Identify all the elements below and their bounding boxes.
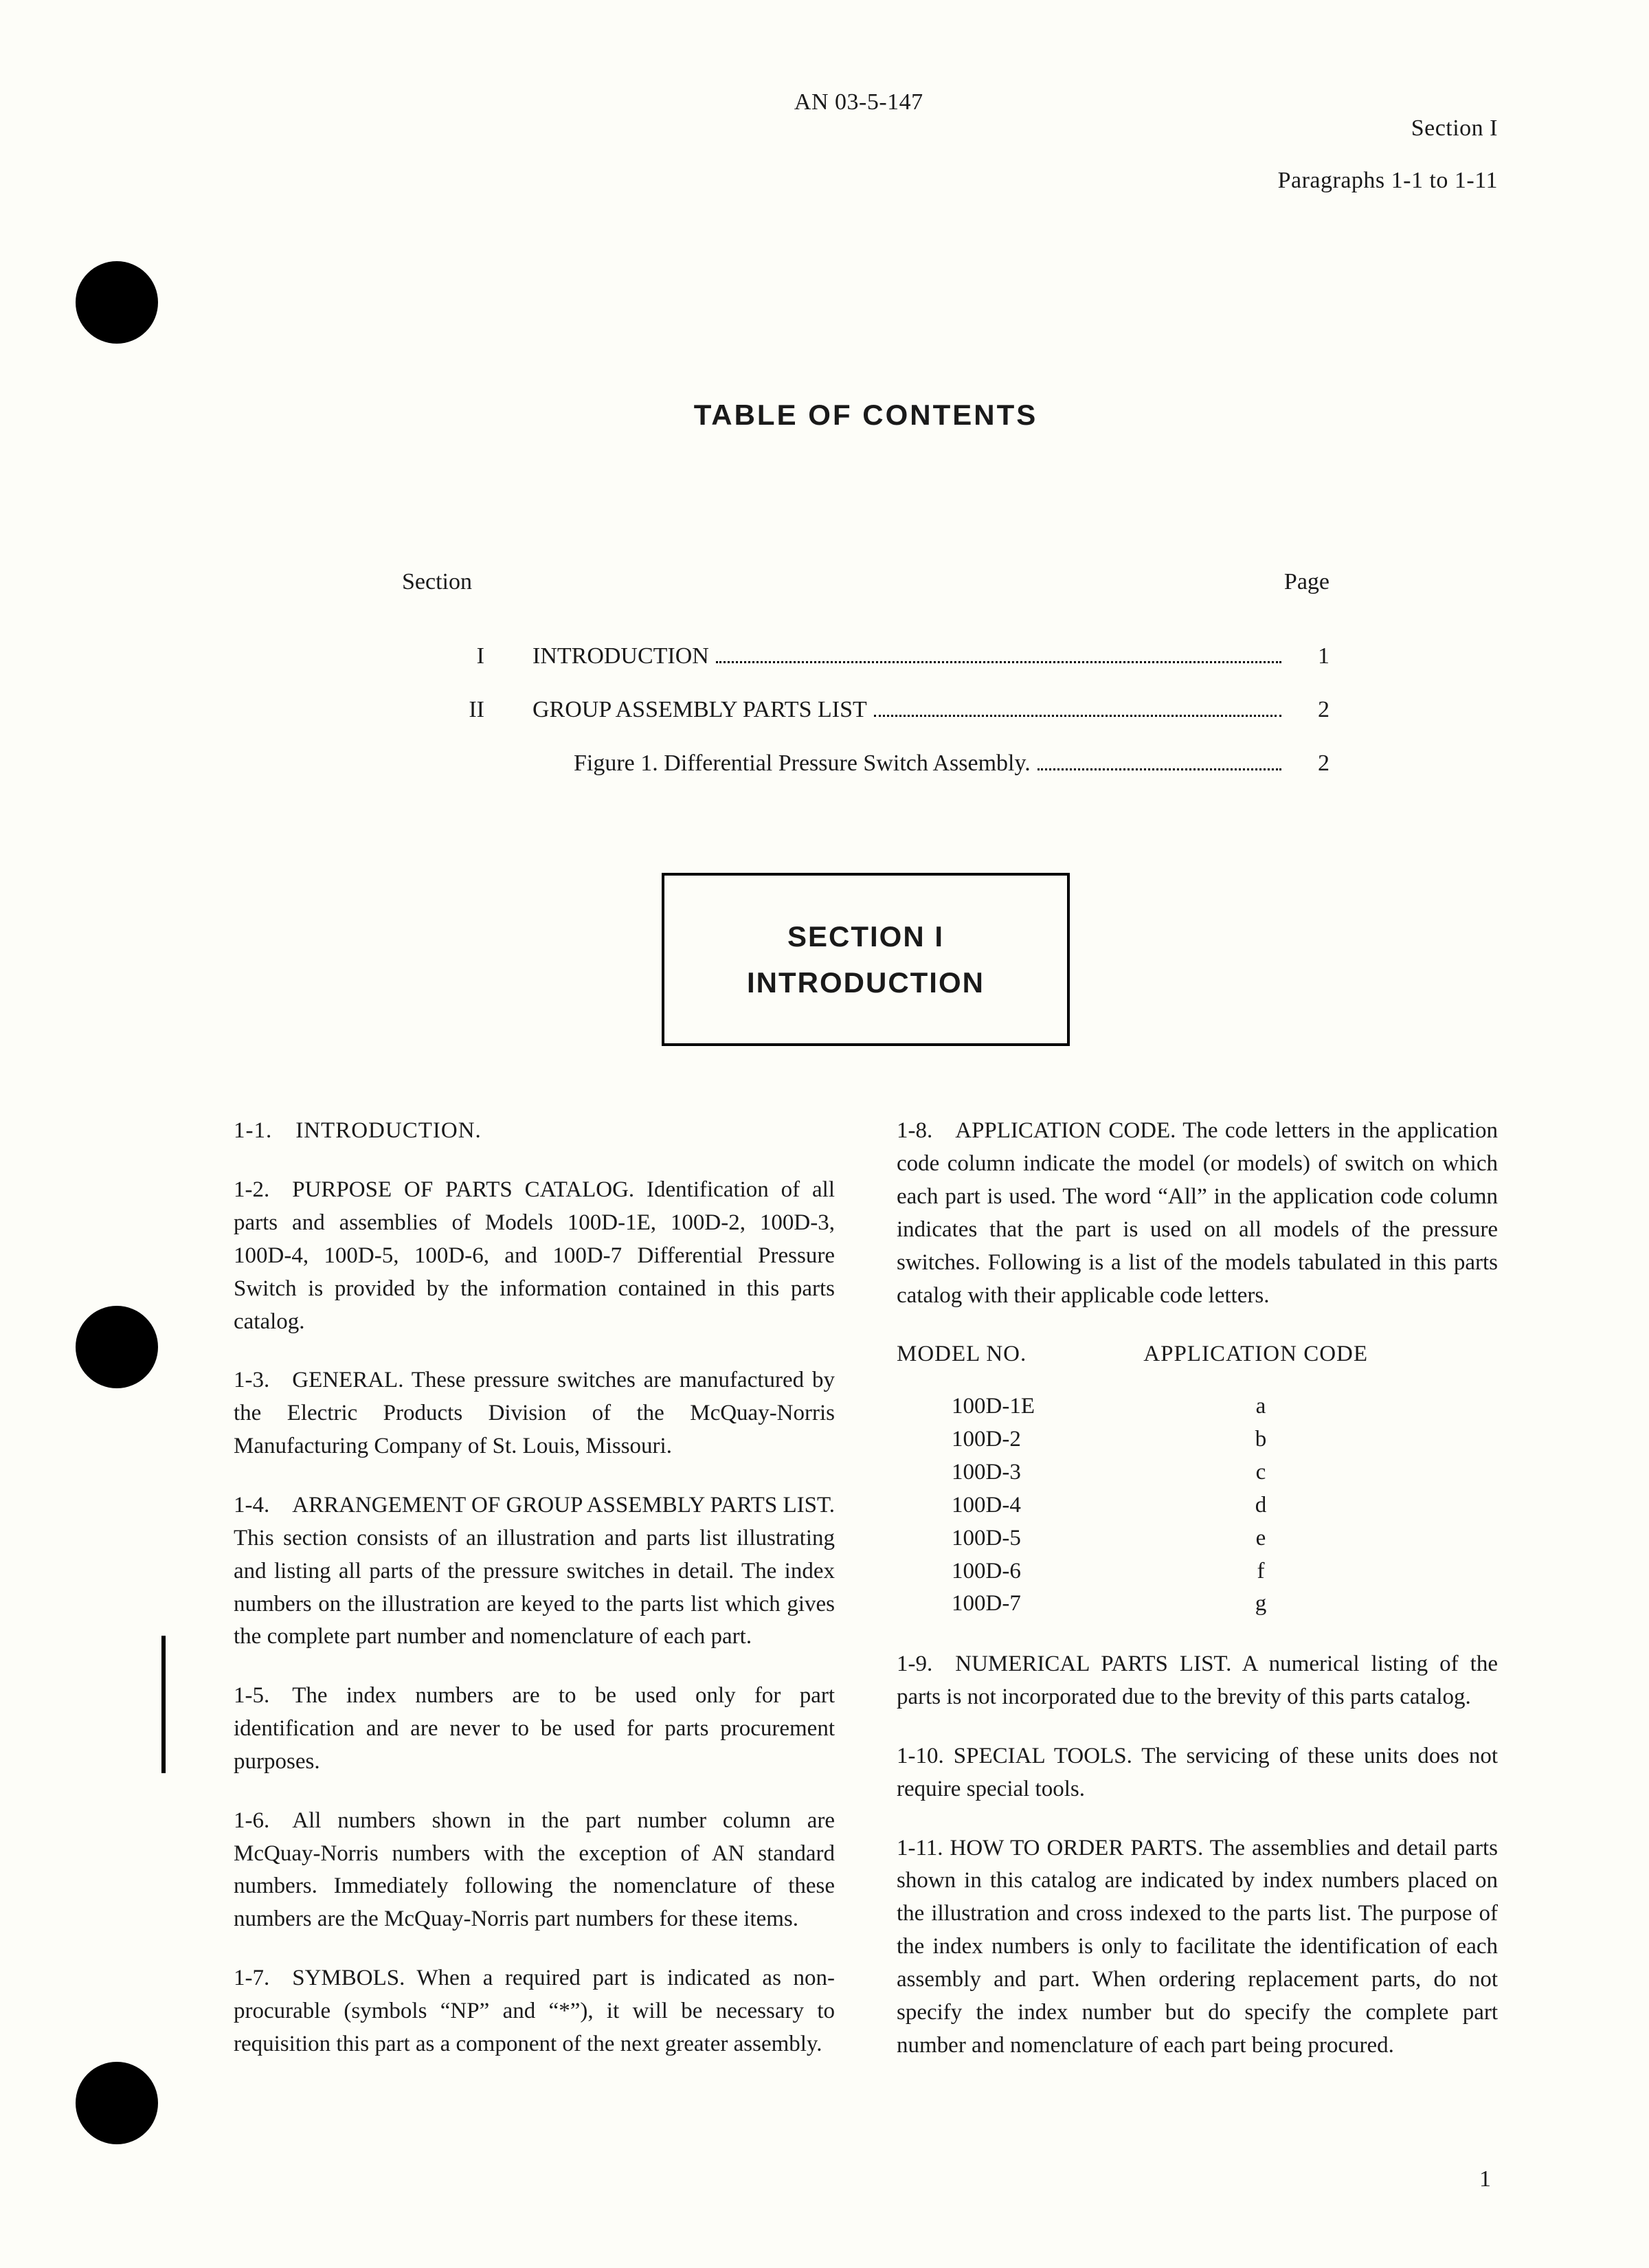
application-code: b — [1158, 1423, 1364, 1456]
application-code: g — [1158, 1588, 1364, 1621]
punch-hole-icon — [76, 2062, 158, 2144]
model-number: 100D-3 — [897, 1456, 1158, 1489]
page: AN 03-5-147 Section I Paragraphs 1-1 to … — [0, 0, 1649, 2268]
model-number: 100D-6 — [897, 1555, 1158, 1588]
right-column: 1-8. APPLICATION CODE. The code letters … — [897, 1115, 1498, 2088]
model-head-model: MODEL NO. — [897, 1338, 1027, 1371]
model-row: 100D-5e — [897, 1522, 1498, 1555]
page-header: AN 03-5-147 Section I Paragraphs 1-1 to … — [234, 89, 1498, 220]
toc-page-num: 1 — [1288, 643, 1330, 669]
section-box-line1: SECTION I — [747, 913, 985, 959]
para-1-2: 1-2. PURPOSE OF PARTS CATALOG. Identific… — [234, 1174, 835, 1338]
left-column: 1-1. INTRODUCTION. 1-2. PURPOSE OF PARTS… — [234, 1115, 835, 2088]
toc-header-row: Section Page — [402, 569, 1330, 595]
model-head-code: APPLICATION CODE — [1143, 1338, 1368, 1371]
application-code: f — [1158, 1555, 1364, 1588]
para-1-7: 1-7. SYMBOLS. When a required part is in… — [234, 1962, 835, 2061]
model-row: 100D-1Ea — [897, 1390, 1498, 1423]
toc-head-page: Page — [1284, 569, 1330, 595]
application-code: d — [1158, 1489, 1364, 1522]
para-1-9: 1-9. NUMERICAL PARTS LIST. A numerical l… — [897, 1648, 1498, 1714]
toc-page-num: 2 — [1288, 697, 1330, 723]
toc-label: GROUP ASSEMBLY PARTS LIST — [532, 697, 867, 723]
model-number: 100D-5 — [897, 1522, 1158, 1555]
punch-hole-icon — [76, 261, 158, 344]
para-1-10: 1-10. SPECIAL TOOLS. The servicing of th… — [897, 1740, 1498, 1806]
para-1-1: 1-1. INTRODUCTION. — [234, 1115, 835, 1148]
toc-row: II GROUP ASSEMBLY PARTS LIST 2 — [402, 697, 1330, 723]
toc-leader-dots — [874, 715, 1281, 717]
section-heading-box: SECTION I INTRODUCTION — [662, 873, 1070, 1046]
header-right: Section I Paragraphs 1-1 to 1-11 — [1278, 89, 1498, 220]
table-of-contents: Section Page I INTRODUCTION 1 II GROUP A… — [402, 569, 1330, 777]
model-row: 100D-6f — [897, 1555, 1498, 1588]
page-number: 1 — [1479, 2166, 1491, 2192]
application-code: a — [1158, 1390, 1364, 1423]
para-1-11: 1-11. HOW TO ORDER PARTS. The assemblies… — [897, 1832, 1498, 2063]
toc-title: TABLE OF CONTENTS — [234, 399, 1498, 432]
para-1-3: 1-3. GENERAL. These pressure switches ar… — [234, 1364, 835, 1463]
model-number: 100D-4 — [897, 1489, 1158, 1522]
toc-head-section: Section — [402, 569, 472, 595]
application-code: e — [1158, 1522, 1364, 1555]
punch-hole-icon — [76, 1306, 158, 1388]
toc-leader-dots — [716, 661, 1281, 663]
section-box-line2: INTRODUCTION — [747, 959, 985, 1005]
para-1-6: 1-6. All numbers shown in the part numbe… — [234, 1805, 835, 1936]
para-1-5: 1-5. The index numbers are to be used on… — [234, 1680, 835, 1779]
para-1-8: 1-8. APPLICATION CODE. The code letters … — [897, 1115, 1498, 1312]
doc-number: AN 03-5-147 — [440, 89, 1278, 220]
toc-label: INTRODUCTION — [532, 643, 709, 669]
model-row: 100D-7g — [897, 1588, 1498, 1621]
para-1-4: 1-4. ARRANGEMENT OF GROUP ASSEMBLY PARTS… — [234, 1489, 835, 1654]
body-columns: 1-1. INTRODUCTION. 1-2. PURPOSE OF PARTS… — [234, 1115, 1498, 2088]
toc-row: I INTRODUCTION 1 — [402, 643, 1330, 669]
toc-subrow: Figure 1. Differential Pressure Switch A… — [402, 751, 1330, 777]
application-code: c — [1158, 1456, 1364, 1489]
section-heading-box-wrap: SECTION I INTRODUCTION — [234, 873, 1498, 1046]
toc-section-num: I — [402, 643, 532, 669]
model-number: 100D-2 — [897, 1423, 1158, 1456]
model-number: 100D-7 — [897, 1588, 1158, 1621]
model-number: 100D-1E — [897, 1390, 1158, 1423]
toc-page-num: 2 — [1288, 751, 1330, 777]
toc-leader-dots — [1037, 768, 1281, 770]
header-section: Section I — [1278, 115, 1498, 142]
toc-sublabel: Figure 1. Differential Pressure Switch A… — [532, 751, 1031, 777]
toc-section-num: II — [402, 697, 532, 723]
model-row: 100D-2b — [897, 1423, 1498, 1456]
model-row: 100D-3c — [897, 1456, 1498, 1489]
header-paragraphs: Paragraphs 1-1 to 1-11 — [1278, 168, 1498, 194]
model-row: 100D-4d — [897, 1489, 1498, 1522]
margin-tick-icon — [161, 1636, 166, 1773]
model-table-head: MODEL NO. APPLICATION CODE — [897, 1338, 1498, 1371]
model-table: MODEL NO. APPLICATION CODE 100D-1Ea100D-… — [897, 1338, 1498, 1621]
